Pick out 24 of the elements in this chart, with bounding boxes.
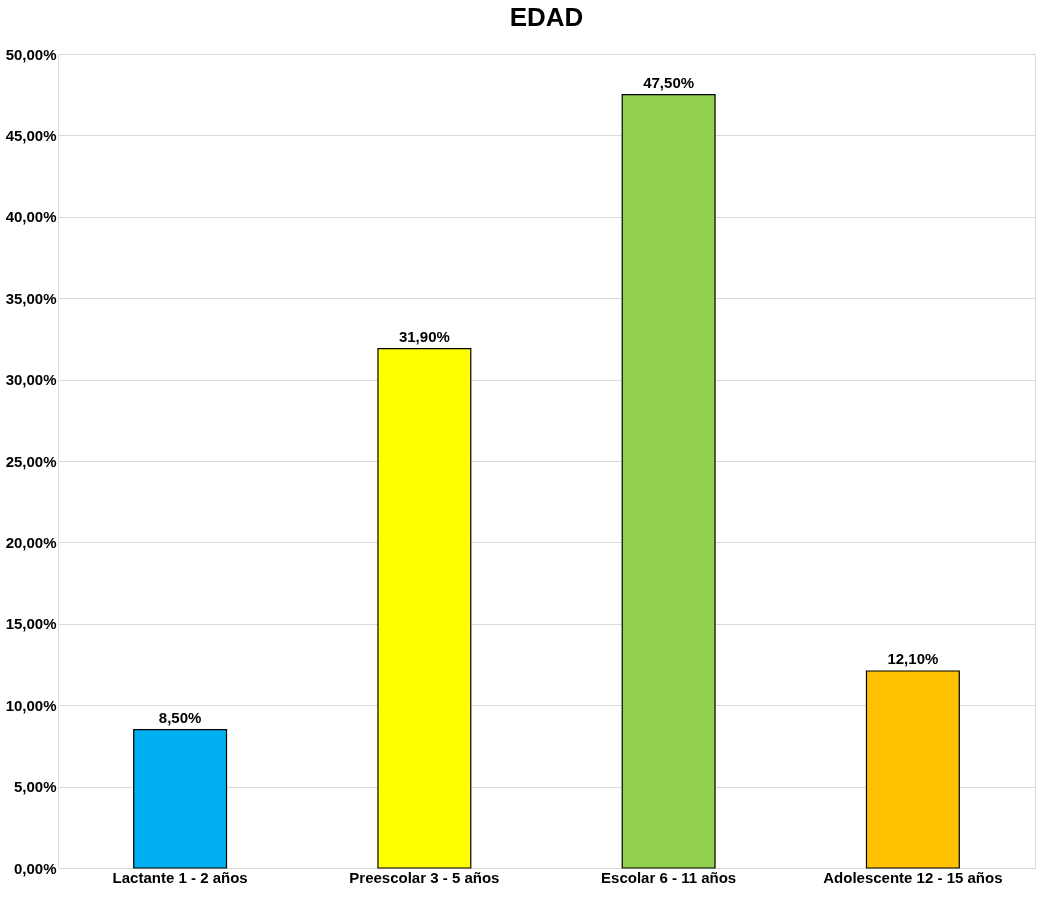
y-tick-label: 15,00% — [5, 615, 57, 633]
data-label: 8,50% — [158, 708, 202, 726]
x-tick-label: Lactante 1 - 2 años — [112, 868, 248, 886]
y-tick-label: 0,00% — [13, 859, 57, 877]
y-tick-label: 20,00% — [5, 533, 57, 551]
y-tick-label: 10,00% — [5, 696, 57, 714]
y-tick-label: 45,00% — [5, 126, 57, 144]
y-tick-label: 50,00% — [5, 45, 57, 63]
y-tick-label: 40,00% — [5, 208, 57, 226]
bar — [621, 94, 716, 869]
x-tick-label: Adolescente 12 - 15 años — [823, 868, 1003, 886]
bar — [133, 729, 228, 869]
y-tick-label: 35,00% — [5, 289, 57, 307]
y-tick-label: 25,00% — [5, 452, 57, 470]
bar — [377, 348, 472, 869]
bar — [865, 670, 960, 869]
data-label: 31,90% — [398, 327, 450, 345]
y-tick-label: 5,00% — [13, 778, 57, 796]
y-tick-label: 30,00% — [5, 371, 57, 389]
chart-title: EDAD — [509, 2, 584, 32]
data-label: 47,50% — [643, 73, 695, 91]
x-tick-label: Preescolar 3 - 5 años — [349, 868, 500, 886]
data-label: 12,10% — [887, 650, 939, 668]
x-tick-label: Escolar 6 - 11 años — [601, 868, 737, 886]
